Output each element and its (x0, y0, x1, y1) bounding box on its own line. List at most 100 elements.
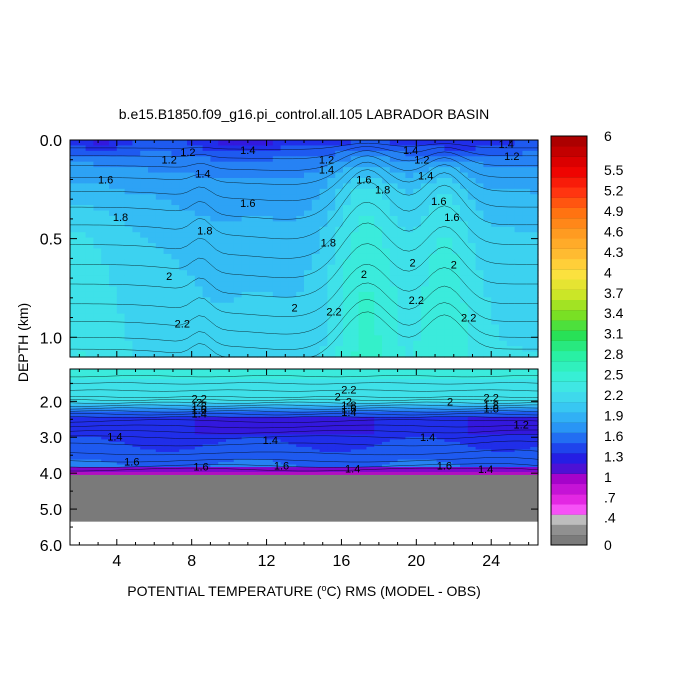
field-cell (202, 464, 211, 468)
field-cell (249, 411, 258, 415)
field-cell (452, 457, 461, 461)
field-cell (257, 386, 266, 390)
field-cell (116, 414, 126, 418)
field-cell (265, 253, 274, 260)
field-cell (335, 264, 344, 271)
field-cell (467, 243, 477, 250)
contour-line (69, 419, 539, 423)
field-cell (405, 396, 414, 400)
field-cell (241, 414, 250, 418)
field-cell (124, 467, 133, 471)
field-cell (343, 270, 352, 277)
field-cell (101, 232, 110, 239)
field-cell (109, 313, 118, 320)
field-cell (155, 167, 165, 174)
field-cell (343, 457, 352, 461)
field-cell (413, 210, 422, 217)
field-cell (389, 297, 399, 304)
field-cell (70, 177, 79, 184)
field-cell (179, 167, 188, 174)
field-cell (187, 177, 196, 184)
field-cell (124, 243, 133, 250)
field-cell (374, 379, 383, 383)
field-cell (405, 183, 414, 190)
field-cell (116, 183, 126, 190)
field-cell (452, 451, 461, 456)
field-cell (233, 416, 243, 420)
field-cell (335, 308, 344, 315)
field-cell (85, 210, 94, 217)
field-cell (148, 150, 157, 157)
field-cell (460, 161, 469, 168)
field-cell (132, 243, 141, 250)
field-cell (202, 177, 211, 184)
field-cell (226, 286, 235, 293)
field-cell (452, 324, 461, 331)
field-cell (280, 324, 289, 331)
field-cell (428, 406, 438, 410)
field-cell (187, 394, 196, 398)
field-cell (382, 394, 391, 398)
field-cell (514, 270, 523, 277)
field-cell (343, 232, 352, 239)
field-cell (413, 371, 422, 375)
field-cell (319, 371, 328, 375)
field-cell (335, 462, 344, 466)
field-cell (171, 411, 180, 415)
field-cell (116, 199, 126, 206)
field-cell (265, 302, 274, 309)
field-cell (249, 232, 258, 239)
field-cell (288, 389, 297, 393)
field-cell (194, 253, 204, 260)
field-cell (499, 389, 508, 393)
field-cell (436, 281, 445, 288)
field-cell (374, 319, 383, 326)
field-cell (319, 259, 328, 266)
field-cell (265, 205, 274, 212)
field-cell (116, 281, 126, 288)
field-cell (405, 419, 414, 423)
field-cell (366, 421, 375, 425)
field-cell (335, 145, 344, 152)
field-cell (194, 199, 204, 206)
field-cell (109, 188, 118, 195)
field-cell (304, 140, 313, 147)
field-cell (148, 188, 157, 195)
field-cell (413, 404, 422, 408)
field-cell (452, 371, 461, 375)
field-cell (499, 275, 508, 282)
field-cell (327, 205, 336, 212)
field-cell (93, 467, 102, 471)
field-cell (319, 386, 328, 390)
field-cell (202, 449, 211, 453)
field-cell (132, 161, 141, 168)
field-cell (171, 379, 180, 383)
field-cell (343, 351, 352, 358)
field-cell (218, 264, 227, 271)
field-cell (358, 421, 367, 425)
field-cell (194, 404, 204, 408)
field-cell (249, 371, 258, 375)
field-cell (467, 291, 477, 298)
field-cell (155, 302, 165, 309)
field-cell (405, 421, 414, 425)
field-cell (265, 449, 274, 453)
field-cell (93, 386, 102, 390)
field-cell (140, 391, 149, 395)
field-cell (491, 384, 500, 388)
field-cell (530, 183, 539, 190)
field-cell (265, 161, 274, 168)
field-cell (452, 253, 461, 260)
field-cell (397, 324, 406, 331)
field-cell (140, 379, 149, 383)
field-cell (93, 183, 102, 190)
field-cell (101, 394, 110, 398)
field-cell (171, 376, 180, 380)
field-cell (343, 426, 352, 430)
field-cell (467, 431, 477, 435)
field-cell (148, 376, 157, 380)
field-cell (241, 346, 250, 353)
field-cell (319, 374, 328, 378)
field-cell (460, 384, 469, 388)
field-cell (124, 436, 133, 440)
